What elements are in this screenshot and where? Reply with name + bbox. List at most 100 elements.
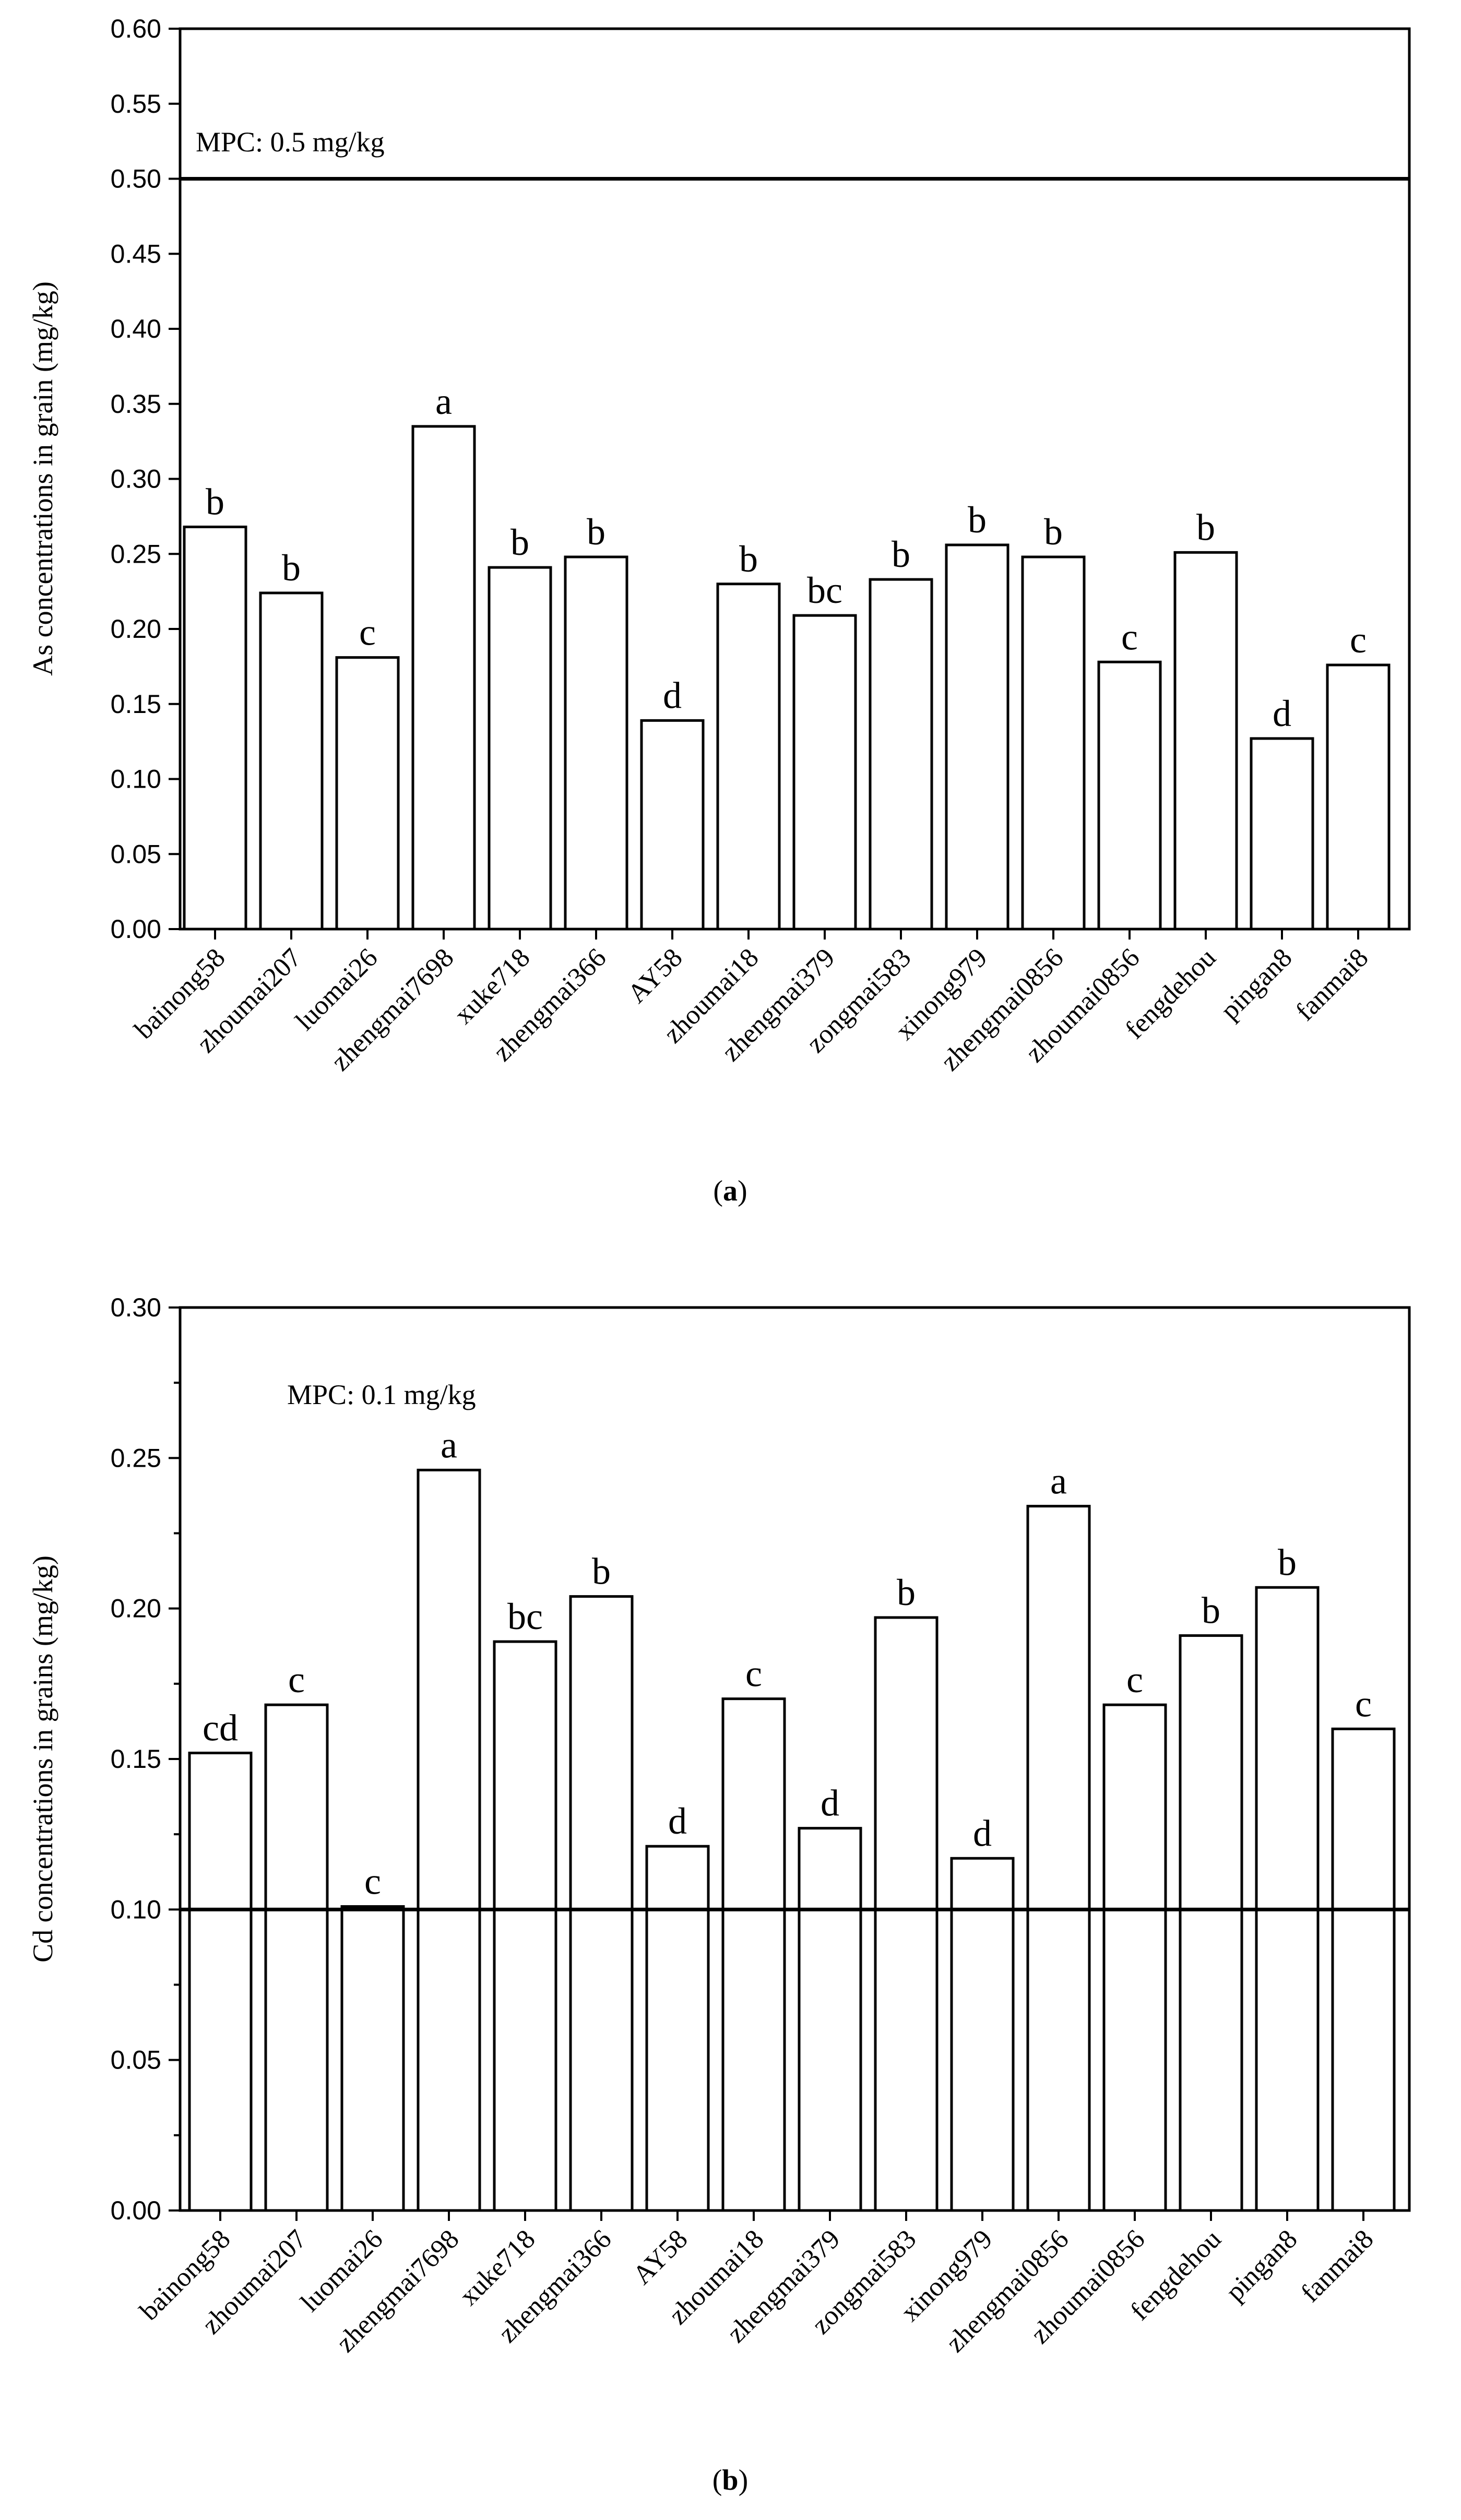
significance-letter: b — [206, 481, 224, 523]
chart-panel-a: 0.00 0.05 0.10 0.15 0.20 0.25 0.30 0.35 0.40 0.45… — [27, 14, 1411, 1207]
significance-letter: b — [587, 511, 605, 553]
bar-fengdehou — [1179, 1634, 1243, 2212]
y-tick-label: 0.10 — [111, 765, 161, 794]
panel-caption-a: (a) — [713, 1175, 747, 1207]
y-tick-label: 0.15 — [111, 1744, 161, 1774]
bar-xinong979 — [950, 1857, 1015, 2212]
significance-letter: d — [1273, 693, 1291, 734]
significance-letter: b — [510, 521, 529, 563]
bar-zhoumai18 — [721, 1697, 786, 2212]
y-tick-label: 0.00 — [111, 914, 161, 944]
bar-zhengmai7698 — [417, 1468, 481, 2212]
bar-zhoumai18 — [716, 583, 781, 931]
y-tick-label: 0.50 — [111, 164, 161, 194]
bar-pingan8 — [1250, 737, 1314, 931]
bar-bainong58 — [183, 526, 247, 931]
mpc-label-a: MPC: 0.5 mg/kg — [196, 126, 385, 158]
panel-label-a: a — [723, 1175, 738, 1207]
y-tick-label: 0.45 — [111, 239, 161, 268]
bar-fanmai8 — [1326, 663, 1391, 931]
significance-letter: a — [441, 1424, 457, 1466]
panel-label-b: b — [722, 2464, 738, 2497]
significance-letter: b — [1202, 1590, 1220, 1632]
significance-letter: b — [282, 547, 301, 589]
significance-letter: bc — [807, 569, 842, 611]
significance-letter: b — [897, 1572, 916, 1613]
y-tick-label: 0.00 — [111, 2196, 161, 2225]
significance-letter: c — [364, 1861, 381, 1903]
x-tick-label: pingan8 — [1215, 943, 1298, 1026]
bar-zhoumai207 — [259, 591, 324, 931]
significance-letter: c — [1126, 1659, 1143, 1701]
significance-letter: b — [592, 1551, 611, 1592]
significance-letter: d — [973, 1812, 992, 1854]
x-tick-label: fanmai8 — [1290, 943, 1374, 1027]
x-tick-label: AY58 — [627, 2224, 694, 2290]
significance-letter: b — [1044, 511, 1063, 553]
bar-zongmai583 — [869, 578, 933, 931]
bar-zhengmai366 — [564, 555, 628, 931]
chart-panel-b: 0.000.050.100.150.200.250.30 cdccabcbdcd… — [27, 1293, 1411, 2497]
bar-zhengmai379 — [798, 1827, 862, 2212]
y-tick-label: 0.35 — [111, 389, 161, 419]
y-tick-label: 0.30 — [111, 1293, 161, 1322]
bar-zhengmai0856 — [1026, 1505, 1091, 2212]
significance-letter: c — [359, 612, 376, 653]
significance-letter: c — [1355, 1683, 1372, 1725]
bar-zhoumai0856 — [1102, 1703, 1167, 2212]
significance-letter: bc — [507, 1596, 543, 1637]
bar-zhengmai7698 — [411, 425, 476, 931]
y-tick-label: 0.25 — [111, 1443, 161, 1472]
bar-xuke718 — [488, 566, 552, 931]
x-axis-a: bainong58zhoumai207luomai26zhengmai7698x… — [129, 929, 1374, 1077]
significance-letter: b — [892, 533, 910, 575]
significance-letter: d — [821, 1782, 839, 1824]
x-axis-b: bainong58zhoumai207luomai26zhengmai7698x… — [134, 2210, 1380, 2358]
y-tick-label: 0.20 — [111, 1594, 161, 1623]
significance-letter: b — [968, 499, 987, 541]
y-tick-label: 0.05 — [111, 839, 161, 869]
significance-letter: d — [663, 674, 682, 716]
y-tick-label: 0.15 — [111, 690, 161, 719]
significance-letter: c — [745, 1653, 762, 1695]
significance-letter: a — [435, 381, 452, 422]
panel-caption-b: (b) — [712, 2464, 748, 2497]
significance-letter: b — [1278, 1541, 1297, 1583]
significance-letter: c — [1121, 616, 1138, 658]
y-tick-label: 0.05 — [111, 2046, 161, 2075]
mpc-label-b: MPC: 0.1 mg/kg — [287, 1379, 476, 1410]
bar-AY58 — [640, 719, 705, 931]
x-tick-label: pingan8 — [1220, 2224, 1303, 2307]
y-tick-label: 0.30 — [111, 465, 161, 494]
bar-zhengmai379 — [792, 614, 857, 931]
y-axis-title-a: As concentrations in grain (mg/kg) — [27, 281, 58, 676]
y-tick-label: 0.60 — [111, 14, 161, 43]
bar-zhengmai366 — [569, 1595, 634, 2212]
bar-bainong58 — [188, 1751, 253, 2212]
bar-luomai26 — [340, 1905, 405, 2212]
y-tick-label: 0.10 — [111, 1895, 161, 1924]
significance-letter: c — [1350, 619, 1367, 661]
bar-fanmai8 — [1331, 1727, 1396, 2212]
bar-zhoumai0856 — [1097, 660, 1162, 931]
significance-letter: b — [1196, 506, 1215, 548]
y-tick-label: 0.25 — [111, 539, 161, 568]
x-tick-label: fanmai8 — [1296, 2224, 1380, 2308]
significance-letter: cd — [203, 1707, 238, 1749]
bar-luomai26 — [335, 656, 400, 931]
y-tick-label: 0.20 — [111, 614, 161, 644]
y-tick-label: 0.40 — [111, 314, 161, 343]
significance-letter: b — [739, 538, 758, 580]
y-tick-label: 0.55 — [111, 89, 161, 118]
bars-b — [188, 1468, 1396, 2212]
bar-zhengmai0856 — [1021, 555, 1086, 931]
bar-fengdehou — [1173, 551, 1238, 931]
y-axis-a: 0.00 0.05 0.10 0.15 0.20 0.25 0.30 0.35 0.40 0.45… — [111, 14, 180, 944]
bar-AY58 — [645, 1845, 710, 2212]
bars-a — [183, 425, 1391, 931]
bar-zongmai583 — [874, 1616, 939, 2212]
y-axis-title-b: Cd concentrations in grains (mg/kg) — [27, 1555, 58, 1963]
significance-letter: c — [288, 1659, 305, 1701]
